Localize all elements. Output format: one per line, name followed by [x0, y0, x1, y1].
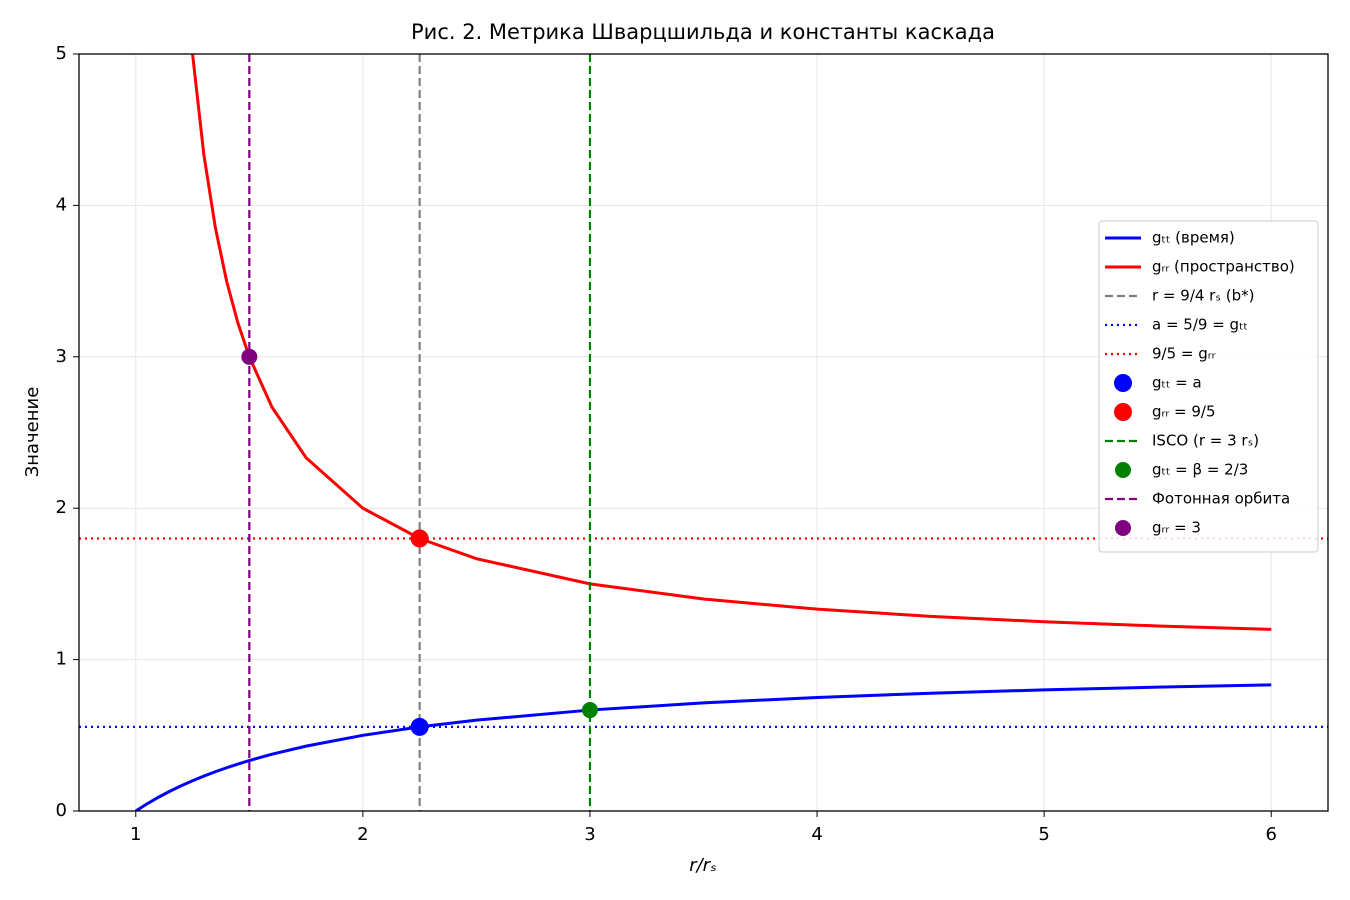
legend-label: gᵣᵣ = 3 — [1152, 519, 1201, 537]
legend-label: gₜₜ = a — [1152, 374, 1202, 392]
y-tick-label: 4 — [56, 194, 67, 215]
legend-symbol — [1114, 403, 1132, 421]
x-tick-label: 2 — [357, 824, 368, 845]
series-line — [191, 54, 1272, 631]
chart-title: Рис. 2. Метрика Шварцшильда и константы … — [411, 20, 995, 44]
legend-label: gᵣᵣ (пространство) — [1152, 258, 1295, 276]
series-line — [134, 683, 1272, 811]
legend-symbol — [1115, 520, 1131, 536]
x-tick-label: 4 — [811, 824, 822, 845]
legend-label: gᵣᵣ = 9/5 — [1152, 403, 1216, 421]
legend-label: gₜₜ (время) — [1152, 229, 1235, 247]
legend-label: ISCO (r = 3 rₛ) — [1152, 432, 1259, 450]
axes-frame — [78, 53, 1329, 812]
y-tick-label: 3 — [56, 346, 67, 367]
y-axis-label: Значение — [22, 387, 43, 478]
plot-area — [79, 54, 1328, 811]
legend-label: Фотонная орбита — [1152, 490, 1290, 508]
y-tick-label: 2 — [56, 497, 67, 518]
marker-point — [410, 529, 429, 548]
marker-point — [581, 702, 598, 719]
legend-label: gₜₜ = β = 2/3 — [1152, 461, 1248, 479]
marker-point — [410, 717, 429, 736]
legend-box — [1098, 220, 1319, 553]
legend: gₜₜ (время) gᵣᵣ (пространство) r = 9/4 rₛ … — [1098, 220, 1319, 553]
legend-label: 9/5 = gᵣᵣ — [1152, 345, 1216, 363]
x-tick-label: 5 — [1038, 824, 1049, 845]
x-axis-label: r/rₛ — [689, 855, 717, 876]
y-tick-label: 1 — [56, 649, 67, 670]
legend-label: r = 9/4 rₛ (b*) — [1152, 287, 1254, 305]
x-tick-label: 6 — [1266, 824, 1277, 845]
x-tick-label: 3 — [584, 824, 595, 845]
marker-point — [241, 348, 258, 365]
x-tick-label: 1 — [130, 824, 141, 845]
y-tick-label: 5 — [56, 43, 67, 64]
legend-label: a = 5/9 = gₜₜ — [1152, 316, 1248, 334]
y-tick-label: 0 — [56, 800, 67, 821]
legend-symbol — [1115, 462, 1131, 478]
legend-symbol — [1114, 374, 1132, 392]
